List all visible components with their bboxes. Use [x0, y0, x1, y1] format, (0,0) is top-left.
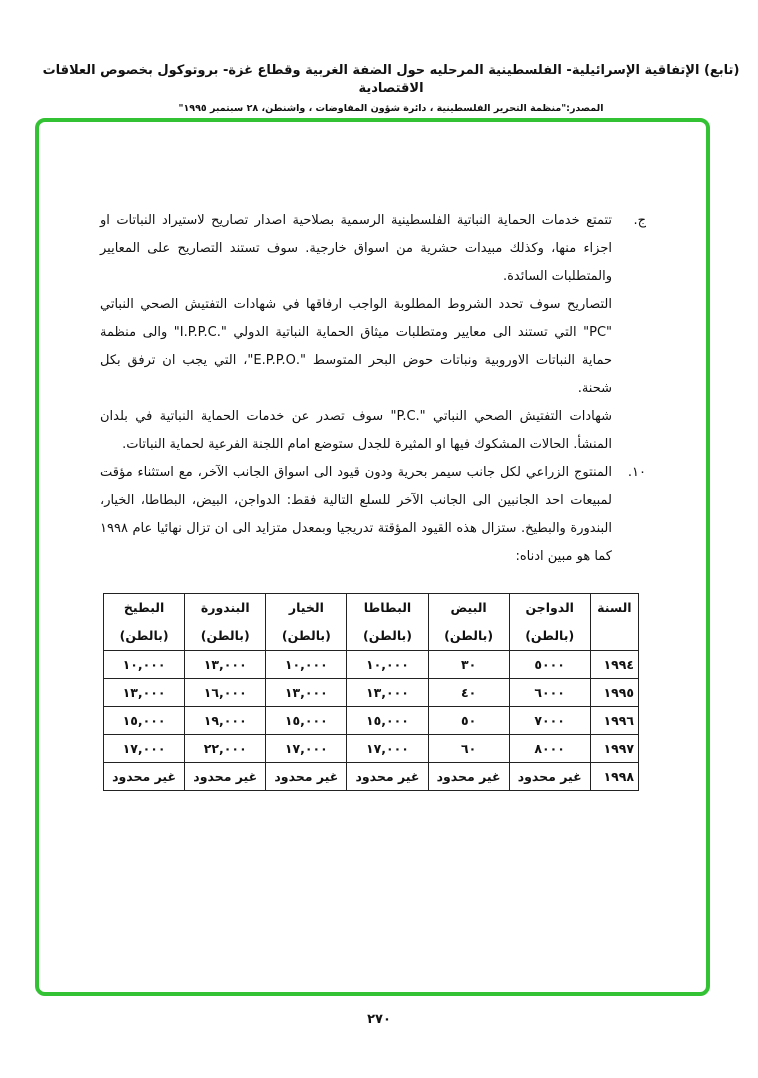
table-cell: ١٠,٠٠٠ — [102, 650, 186, 679]
table-cell: ١٥,٠٠٠ — [102, 706, 186, 735]
table-cell: ١٦,٠٠٠ — [184, 678, 267, 707]
item-10: ١٠. المنتوج الزراعي لكل جانب سيمر بحرية … — [100, 459, 646, 571]
table-row: ١٩٩٨ غير محدود غير محدود غير محدود غير محدود… — [102, 762, 640, 791]
header-col: البطاطا (بالطن) — [346, 593, 429, 651]
table-cell: غير محدود — [427, 762, 510, 791]
table-cell: ٦٠ — [427, 734, 510, 763]
table-header-row: السنة الدواجن (بالطن) البيض (بالطن) البطاط… — [102, 593, 640, 651]
table-cell: غير محدود — [508, 762, 591, 791]
table-cell: ١٩,٠٠٠ — [184, 706, 267, 735]
table-cell: ١٣,٠٠٠ — [346, 678, 429, 707]
table-cell: ١٣,٠٠٠ — [184, 650, 267, 679]
table-cell: ٦٠٠٠ — [508, 678, 591, 707]
item-marker: ١٠. — [627, 465, 646, 480]
table-cell: غير محدود — [265, 762, 348, 791]
header-col: البيض (بالطن) — [427, 593, 510, 651]
table-cell: ١٧,٠٠٠ — [102, 734, 186, 763]
table-cell: ١٧,٠٠٠ — [346, 734, 429, 763]
table-cell: ٣٠ — [427, 650, 510, 679]
paragraph: تتمتع خدمات الحماية النباتية الفلسطينية … — [100, 213, 612, 284]
document-title: (تابع) الإتفاقية الإسرائيلية- الفلسطينية… — [42, 63, 740, 96]
table-row: ١٩٩٧ ٨٠٠٠ ٦٠ ١٧,٠٠٠ ١٧,٠٠٠ ٢٢,٠٠٠ ١٧,٠٠٠ — [102, 734, 640, 763]
table-cell: ١٠,٠٠٠ — [265, 650, 348, 679]
quota-table: السنة الدواجن (بالطن) البيض (بالطن) البطاط… — [102, 593, 640, 791]
document-body: ج. تتمتع خدمات الحماية النباتية الفلسطين… — [100, 207, 646, 571]
header-col: الدواجن (بالطن) — [508, 593, 591, 651]
table-cell: ١٣,٠٠٠ — [265, 678, 348, 707]
table-row: ١٩٩٤ ٥٠٠٠ ٣٠ ١٠,٠٠٠ ١٠,٠٠٠ ١٣,٠٠٠ ١٠,٠٠٠ — [102, 650, 640, 679]
item-c: ج. تتمتع خدمات الحماية النباتية الفلسطين… — [100, 207, 646, 459]
cell-year: ١٩٩٦ — [589, 706, 640, 735]
header-col: الخيار (بالطن) — [265, 593, 348, 651]
cell-year: ١٩٩٧ — [589, 734, 640, 763]
content-flow: ج. تتمتع خدمات الحماية النباتية الفلسطين… — [100, 207, 646, 791]
table-cell: ١٥,٠٠٠ — [346, 706, 429, 735]
cell-year: ١٩٩٤ — [589, 650, 640, 679]
table-row: ١٩٩٥ ٦٠٠٠ ٤٠ ١٣,٠٠٠ ١٣,٠٠٠ ١٦,٠٠٠ ١٣,٠٠٠ — [102, 678, 640, 707]
table-cell: ٥٠٠٠ — [508, 650, 591, 679]
header-year: السنة — [589, 593, 640, 651]
table-row: ١٩٩٦ ٧٠٠٠ ٥٠ ١٥,٠٠٠ ١٥,٠٠٠ ١٩,٠٠٠ ١٥,٠٠٠ — [102, 706, 640, 735]
paragraph: التصاريح سوف تحدد الشروط المطلوبة الواجب… — [100, 297, 613, 396]
table-cell: ١٥,٠٠٠ — [265, 706, 348, 735]
table-cell: ١٧,٠٠٠ — [265, 734, 348, 763]
table-cell: ٧٠٠٠ — [508, 706, 591, 735]
content-frame — [35, 118, 710, 996]
table-cell: غير محدود — [184, 762, 267, 791]
table-cell: ١٣,٠٠٠ — [102, 678, 186, 707]
table-cell: ٨٠٠٠ — [508, 734, 591, 763]
header-col: البطيخ (بالطن) — [102, 593, 186, 651]
paragraph: شهادات التفتيش الصحي النباتي ".P.C" سوف … — [100, 409, 612, 452]
paragraph: المنتوج الزراعي لكل جانب سيمر بحرية ودون… — [100, 465, 612, 564]
item-marker: ج. — [633, 213, 646, 228]
table-cell: ٤٠ — [427, 678, 510, 707]
table-cell: غير محدود — [102, 762, 186, 791]
page-number: ٢٧٠ — [367, 1012, 391, 1027]
table-cell: ٥٠ — [427, 706, 510, 735]
document-source: المصدر:"منظمة التحرير الفلسطينية ، دائرة… — [178, 103, 604, 114]
cell-year: ١٩٩٨ — [589, 762, 640, 791]
table-cell: ٢٢,٠٠٠ — [184, 734, 267, 763]
table-cell: غير محدود — [346, 762, 429, 791]
document-header: (تابع) الإتفاقية الإسرائيلية- الفلسطينية… — [30, 62, 752, 116]
cell-year: ١٩٩٥ — [589, 678, 640, 707]
table-cell: ١٠,٠٠٠ — [346, 650, 429, 679]
header-col: البندورة (بالطن) — [184, 593, 267, 651]
